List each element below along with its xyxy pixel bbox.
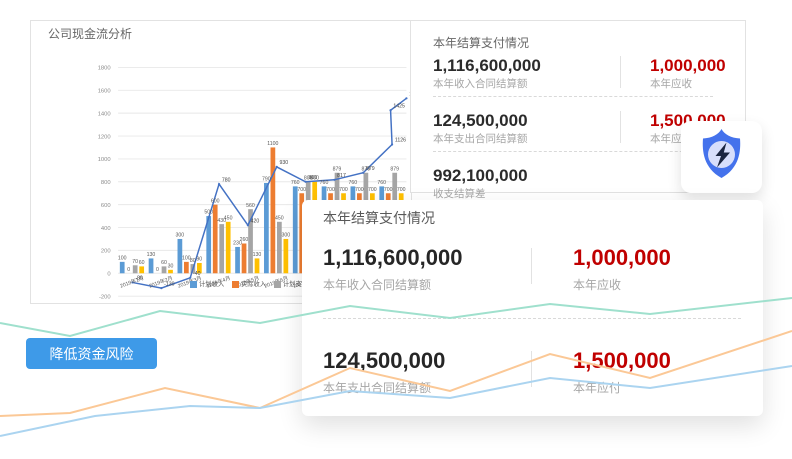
svg-text:760: 760 [320, 180, 329, 186]
svg-text:879: 879 [333, 166, 342, 172]
svg-text:450: 450 [224, 215, 233, 221]
svg-text:700: 700 [339, 187, 348, 193]
svg-text:600: 600 [211, 198, 220, 204]
svg-text:130: 130 [253, 252, 262, 258]
svg-text:780: 780 [222, 177, 231, 183]
svg-text:0: 0 [107, 272, 111, 278]
svg-text:450: 450 [275, 215, 284, 221]
svg-text:0: 0 [156, 267, 159, 273]
svg-text:760: 760 [349, 180, 358, 186]
svg-text:400: 400 [101, 226, 111, 232]
svg-text:700: 700 [384, 187, 393, 193]
svg-text:800: 800 [310, 175, 319, 181]
svg-text:1600: 1600 [98, 89, 112, 95]
svg-text:700: 700 [397, 187, 406, 193]
svg-text:790: 790 [262, 177, 271, 183]
svg-text:80: 80 [190, 258, 196, 264]
svg-text:800: 800 [101, 180, 111, 186]
svg-text:560: 560 [246, 203, 255, 209]
svg-text:300: 300 [281, 233, 290, 239]
svg-text:600: 600 [101, 203, 111, 209]
svg-text:1425: 1425 [393, 103, 405, 109]
svg-text:90: 90 [196, 257, 202, 263]
svg-text:60: 60 [139, 260, 145, 266]
svg-text:100: 100 [118, 256, 127, 262]
svg-text:1400: 1400 [98, 111, 112, 117]
svg-text:700: 700 [297, 187, 306, 193]
svg-text:817: 817 [337, 173, 346, 179]
svg-text:260: 260 [240, 237, 249, 243]
svg-text:1800: 1800 [98, 66, 112, 72]
svg-text:420: 420 [251, 218, 260, 224]
svg-text:1100: 1100 [267, 141, 278, 147]
svg-text:760: 760 [377, 180, 386, 186]
svg-text:700: 700 [368, 187, 377, 193]
svg-text:700: 700 [326, 187, 335, 193]
svg-text:500: 500 [204, 210, 213, 216]
svg-text:2019年1月: 2019年1月 [119, 274, 145, 290]
svg-text:30: 30 [168, 264, 174, 270]
svg-text:879: 879 [361, 166, 370, 172]
svg-text:700: 700 [355, 187, 364, 193]
svg-text:1000: 1000 [98, 157, 112, 163]
svg-text:300: 300 [176, 233, 185, 239]
svg-text:200: 200 [101, 249, 111, 255]
svg-text:930: 930 [280, 160, 289, 166]
svg-text:70: 70 [132, 259, 138, 265]
svg-text:0: 0 [127, 267, 130, 273]
svg-text:1126: 1126 [395, 138, 406, 144]
svg-text:1200: 1200 [98, 134, 112, 140]
svg-text:60: 60 [161, 260, 167, 266]
svg-text:760: 760 [291, 180, 300, 186]
svg-text:879: 879 [390, 166, 399, 172]
svg-text:130: 130 [147, 252, 156, 258]
